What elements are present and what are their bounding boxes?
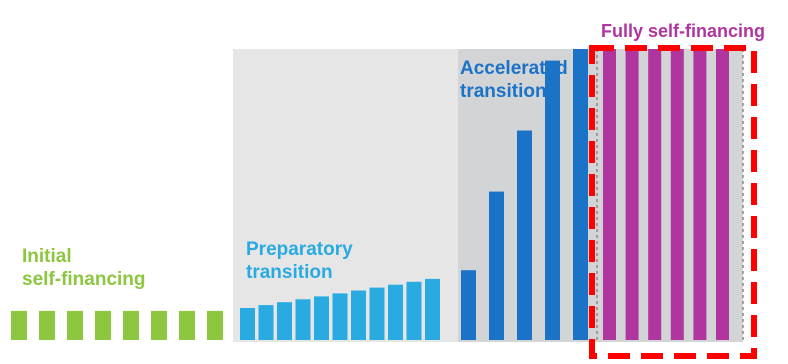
preparatory-bar (314, 296, 329, 340)
initial-self-financing-label: Initial self-financing (22, 245, 146, 291)
initial-bar (179, 310, 195, 340)
accelerated-label-line2: transition (460, 81, 547, 102)
initial-bar (123, 310, 139, 340)
initial-bar (39, 310, 55, 340)
accelerated-bar (517, 130, 532, 340)
preparatory-bar (295, 299, 311, 340)
preparatory-bar (425, 278, 440, 340)
initial-bar (95, 310, 111, 340)
initial-label-line1: Initial (22, 246, 72, 267)
initial-bar (67, 310, 83, 340)
accelerated-bar (461, 270, 476, 340)
accelerated-bar (489, 191, 504, 340)
preparatory-bar (388, 284, 403, 340)
accelerated-transition-label: Accelerated transition (460, 57, 568, 103)
accelerated-label-line1: Accelerated (460, 58, 568, 79)
preparatory-bar (332, 293, 348, 340)
fully-bar (670, 49, 684, 340)
initial-label-line2: self-financing (22, 269, 146, 290)
preparatory-transition-label: Preparatory transition (246, 238, 353, 284)
initial-bar (207, 310, 223, 340)
fully-bar (693, 49, 707, 340)
preparatory-bar (369, 287, 385, 340)
preparatory-bar (240, 308, 255, 340)
preparatory-label-line1: Preparatory (246, 239, 353, 260)
fully-self-financing-highlight-box (589, 45, 757, 359)
fully-self-financing-label: Fully self-financing (601, 20, 765, 43)
fully-bar (603, 49, 616, 340)
fully-bar (648, 49, 662, 340)
accelerated-bar (573, 49, 588, 340)
preparatory-bar (406, 281, 422, 340)
initial-bar (11, 310, 27, 340)
preparatory-bar (258, 305, 274, 340)
preparatory-bar (277, 302, 292, 340)
fully-bar (716, 49, 729, 340)
fully-label-text: Fully self-financing (601, 21, 766, 41)
bars-group (11, 49, 729, 340)
preparatory-label-line2: transition (246, 262, 333, 283)
initial-bar (151, 310, 167, 340)
preparatory-bar (351, 290, 366, 340)
fully-bar (625, 49, 639, 340)
accelerated-bar (545, 60, 560, 340)
